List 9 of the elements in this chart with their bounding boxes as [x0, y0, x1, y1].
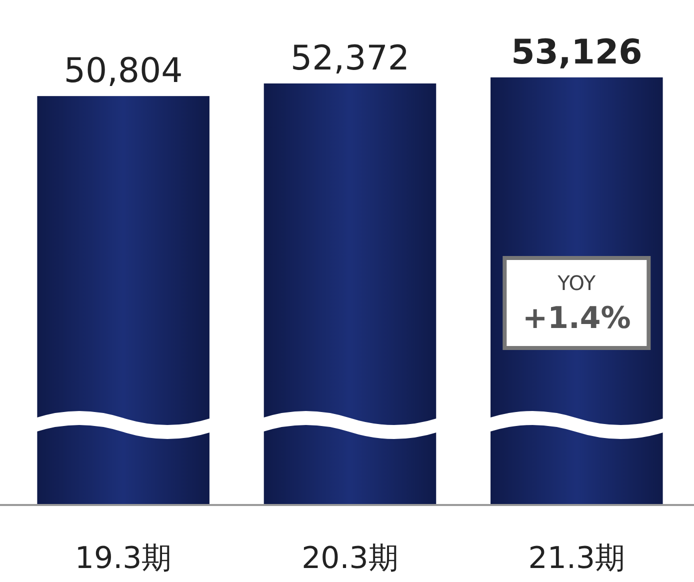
data-label: 52,372 [290, 38, 410, 78]
x-tick-label: 20.3期 [302, 541, 398, 576]
annotation: +1.4% [522, 301, 631, 336]
annotation-box: YOY +1.4% [502, 256, 651, 350]
data-label: 50,804 [64, 51, 183, 92]
x-tick-label: 19.3期 [74, 541, 172, 576]
annotation: YOY [556, 271, 596, 295]
data-label: 53,126 [511, 32, 642, 72]
x-tick-label: 21.3期 [528, 541, 626, 576]
